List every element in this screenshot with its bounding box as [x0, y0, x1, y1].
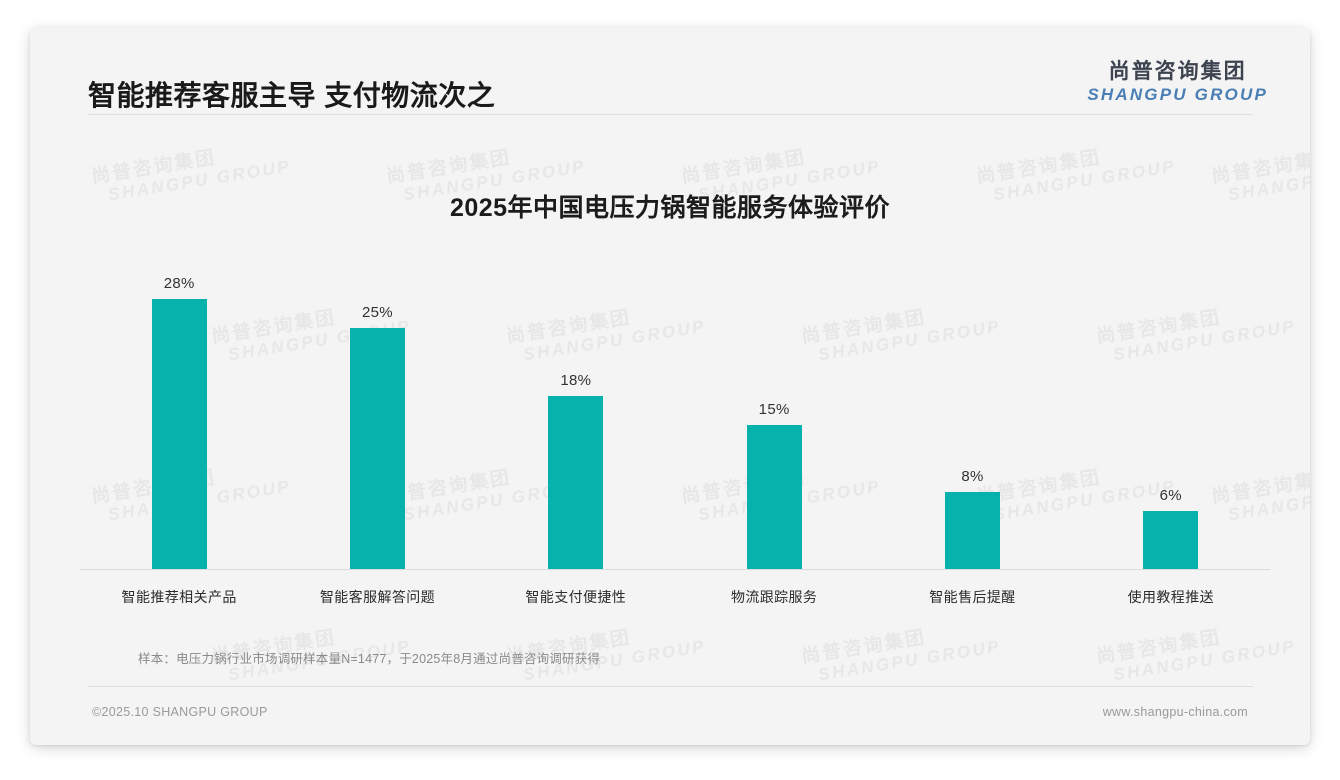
- x-axis-category-label: 使用教程推送: [1127, 589, 1214, 605]
- bar: [944, 492, 1000, 569]
- bar-group: 6% 使用教程推送: [1072, 233, 1270, 605]
- bar-value-label: 18%: [560, 372, 592, 389]
- bar: [746, 425, 802, 569]
- bar-value-label: 25%: [362, 304, 393, 321]
- chart-area: 2025年中国电压力锅智能服务体验评价 28% 智能推荐相关产品 25% 智能客服解答…: [30, 114, 1310, 674]
- bar-value-label: 28%: [163, 275, 195, 292]
- bar-chart-plot: 28% 智能推荐相关产品 25% 智能客服解答问题 18% 智能支付便捷性 15% 物流跟踪服…: [80, 234, 1270, 616]
- brand-logo: 尚普咨询集团 SHANGPU GROUP: [1087, 60, 1268, 104]
- footer-divider: [88, 686, 1253, 687]
- x-axis-category-label: 智能售后提醒: [929, 589, 1016, 605]
- bar-group: 18% 智能支付便捷性: [477, 233, 675, 605]
- chart-source-note: 样本：电压力锅行业市场调研样本量N=1477，于2025年8月通过尚普咨询调研获…: [138, 652, 601, 666]
- bar-value-label: 8%: [961, 468, 984, 485]
- page-title: 智能推荐客服主导 支付物流次之: [88, 80, 496, 111]
- chart-title: 2025年中国电压力锅智能服务体验评价: [449, 194, 891, 222]
- slide-canvas: 尚普咨询集团 SHANGPU GROUP 尚普咨询集团 SHANGPU GROUP 尚普…: [30, 28, 1310, 745]
- bar: [548, 396, 604, 569]
- brand-logo-cn: 尚普咨询集团: [1108, 60, 1247, 83]
- website-url: www.shangpu-china.com: [1102, 705, 1248, 719]
- slide-header: 智能推荐客服主导 支付物流次之 尚普咨询集团 SHANGPU GROUP: [30, 28, 1310, 114]
- x-axis-category-label: 智能客服解答问题: [319, 589, 436, 605]
- bar-group: 15% 物流跟踪服务: [675, 233, 873, 605]
- header-divider: [88, 114, 1253, 115]
- bar-group: 28% 智能推荐相关产品: [80, 233, 278, 605]
- bar-value-label: 15%: [758, 401, 790, 418]
- bar-series: 28% 智能推荐相关产品 25% 智能客服解答问题 18% 智能支付便捷性 15% 物流跟踪服…: [80, 233, 1270, 605]
- bar: [349, 328, 405, 569]
- x-axis-category-label: 物流跟踪服务: [730, 589, 818, 605]
- x-axis-category-label: 智能支付便捷性: [525, 589, 627, 605]
- brand-logo-en: SHANGPU GROUP: [1087, 84, 1268, 104]
- slide-footer: ©2025.10 SHANGPU GROUP www.shangpu-china…: [30, 687, 1310, 745]
- bar: [151, 299, 207, 569]
- x-axis-category-label: 智能推荐相关产品: [121, 589, 237, 605]
- bar-group: 8% 智能售后提醒: [873, 233, 1071, 605]
- bar: [1143, 511, 1199, 569]
- x-axis-line: [80, 569, 1270, 570]
- bar-group: 25% 智能客服解答问题: [278, 233, 476, 605]
- bar-value-label: 6%: [1159, 487, 1182, 504]
- copyright-text: ©2025.10 SHANGPU GROUP: [92, 705, 268, 719]
